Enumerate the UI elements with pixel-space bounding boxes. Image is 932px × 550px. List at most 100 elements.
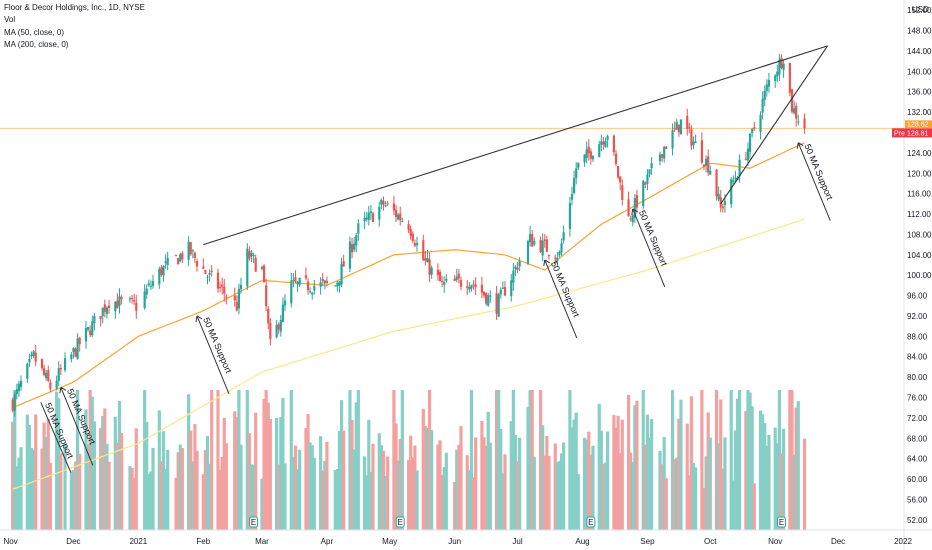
time-tick-label: Dec [66,537,80,546]
volume-bar [779,453,784,530]
candle-body [40,359,44,369]
candle-body [614,153,618,164]
candle-body [147,283,150,286]
candle-body [604,140,607,148]
volume-bar [518,437,522,530]
volume-bar [187,394,191,530]
candle-body [627,199,630,217]
volume-bar [501,473,505,530]
candle-body [543,239,546,241]
candle-body [577,162,580,168]
candle-body [218,287,222,289]
volume-bar [731,480,735,530]
candle-body [459,280,463,287]
candle-body [189,242,192,255]
earnings-box [776,516,786,528]
volume-bar [796,401,800,530]
candle-body [748,133,752,152]
candle-body [367,212,370,221]
price-tick-label: 72.00 [907,414,928,423]
earnings-box [395,516,405,528]
candle-body [763,90,766,100]
volume-bar [497,390,501,530]
support-arrowhead [59,386,67,394]
volume-bar [603,462,608,530]
candle-body [72,348,75,352]
candle-body [441,281,444,283]
candle-body [751,128,754,133]
candle-body [466,286,469,289]
volume-bar [216,390,220,530]
volume-bar [86,444,90,530]
candle-body [57,368,60,381]
candle-body [499,289,502,295]
candle-body [606,136,609,140]
candle-body [105,307,109,314]
candle-body [474,284,477,288]
candle-body [589,151,592,159]
candle-body [13,394,16,411]
volume-bar [436,444,440,530]
candle-body [767,80,771,87]
volume-bars [11,390,807,530]
candle-body [690,129,693,146]
volume-bar [281,397,285,530]
price-tick-label: 60.00 [907,475,928,484]
volume-bar [73,461,78,530]
candle-body [409,228,412,236]
candle-body [556,257,559,261]
time-tick-label: Aug [575,537,589,546]
candle-body [761,98,764,113]
volume-bar [444,452,448,530]
volume-bar [27,424,32,530]
volume-bar [585,439,589,530]
volume-bar [205,435,210,530]
earnings-letter: E [588,518,593,527]
price-tick-label: 84.00 [907,353,928,362]
support-arrowhead [796,142,804,149]
candle-body [11,399,14,411]
volume-bar [69,471,73,530]
candle-body [443,282,446,285]
candle-body [91,321,94,336]
volume-bar [635,400,639,530]
volume-bar [394,423,398,530]
volume-bar [201,474,205,530]
volume-bar [398,439,402,530]
candle-body [101,307,104,317]
candle-body [694,141,697,143]
candle-body [265,285,268,307]
volume-bar [166,449,170,530]
volume-bar [99,427,103,530]
price-tick-label: 116.00 [907,190,931,199]
candle-body [42,368,46,375]
volume-bar [677,418,681,530]
candle-body [575,168,578,179]
volume-bar [325,441,329,530]
volume-bar [409,435,413,530]
volume-bar [629,452,633,530]
candle-body [210,270,213,273]
pre-market-price: 128.81 [907,130,929,137]
volume-bar [570,427,574,530]
candle-body [415,242,419,246]
price-tick-label: 68.00 [907,434,928,443]
volume-bar [356,390,360,530]
candle-body [151,280,155,286]
candle-body [93,315,96,324]
earnings-marker: E [586,516,596,528]
candle-body [355,235,358,246]
volume-bar [352,449,356,530]
candle-body [116,300,119,309]
candle-body [19,381,23,387]
volume-bar [333,469,337,530]
candle-body [510,280,513,297]
volume-bar [717,443,721,530]
candle-body [558,251,561,256]
candle-body [260,266,264,269]
volume-bar [157,410,161,530]
candle-body [55,380,58,389]
volume-bar [55,391,59,530]
volume-bar [147,474,151,530]
